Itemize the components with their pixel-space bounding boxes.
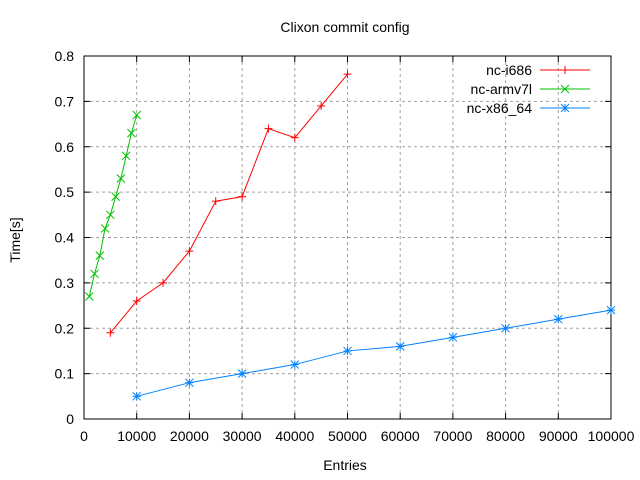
marker-stroke xyxy=(395,342,405,351)
data-point xyxy=(84,292,94,301)
data-point xyxy=(553,314,563,324)
data-point xyxy=(290,360,300,369)
y-tick-label: 0 xyxy=(66,411,74,427)
data-point xyxy=(106,328,115,337)
marker-stroke xyxy=(90,269,99,279)
data-point xyxy=(132,391,142,401)
data-point xyxy=(116,174,126,183)
legend: nc-i686 nc-armv7l nc-x86_64 xyxy=(467,62,590,116)
marker-stroke xyxy=(116,174,126,183)
data-point xyxy=(395,342,405,351)
data-point xyxy=(606,305,616,315)
marker-stroke xyxy=(553,314,563,324)
marker-stroke xyxy=(127,128,136,138)
marker-stroke xyxy=(343,346,352,356)
x-tick-label: 50000 xyxy=(328,428,367,444)
x-tick-label: 80000 xyxy=(486,428,525,444)
series-nc-x86_64 xyxy=(132,305,616,401)
y-tick-label: 0.5 xyxy=(55,184,75,200)
marker-stroke xyxy=(121,151,131,161)
legend-label: nc-x86_64 xyxy=(467,100,533,116)
plot-border xyxy=(83,55,612,420)
marker-stroke xyxy=(290,360,300,369)
data-point xyxy=(317,101,326,110)
y-tick-label: 0.3 xyxy=(55,275,75,291)
data-point xyxy=(343,346,352,356)
chart-title: Clixon commit config xyxy=(280,19,409,35)
marker-stroke xyxy=(606,305,616,315)
y-tick-label: 0.7 xyxy=(55,93,75,109)
data-point xyxy=(95,251,105,261)
marker-stroke xyxy=(560,103,570,113)
data-point xyxy=(237,369,247,378)
x-axis-label: Entries xyxy=(323,457,367,473)
data-point xyxy=(185,247,194,256)
marker-stroke xyxy=(237,369,247,378)
y-tick-label: 0.4 xyxy=(55,230,75,246)
y-tick-label: 0.2 xyxy=(55,320,75,336)
marker-stroke xyxy=(105,210,115,220)
marker-stroke xyxy=(84,292,94,301)
legend-label: nc-i686 xyxy=(486,62,532,78)
marker-stroke xyxy=(560,84,570,94)
x-tick-label: 100000 xyxy=(588,428,635,444)
data-point xyxy=(127,128,136,138)
data-point xyxy=(132,110,142,120)
axes: 0 10000 20000 30000 40000 50000 60000 70000 8000… xyxy=(55,48,635,444)
series-nc-armv7l xyxy=(84,110,142,301)
x-tick-label: 20000 xyxy=(170,428,209,444)
marker-stroke xyxy=(132,391,142,401)
y-tick-label: 0.8 xyxy=(55,48,75,64)
x-tick-label: 30000 xyxy=(223,428,262,444)
data-point xyxy=(211,197,220,206)
data-point xyxy=(501,323,510,333)
data-point xyxy=(560,103,570,113)
grid xyxy=(84,56,611,419)
x-tick-label: 60000 xyxy=(381,428,420,444)
marker-stroke xyxy=(100,224,110,233)
data-point xyxy=(343,70,352,79)
y-tick-label: 0.1 xyxy=(55,366,75,382)
series-group xyxy=(84,70,616,401)
data-point xyxy=(121,151,131,161)
x-tick-label: 0 xyxy=(80,428,88,444)
marker-stroke xyxy=(111,192,120,202)
data-point xyxy=(290,133,299,142)
legend-label: nc-armv7l xyxy=(471,81,532,97)
data-point xyxy=(105,210,115,220)
data-point xyxy=(100,224,110,233)
series-line xyxy=(109,73,348,334)
x-tick-label: 40000 xyxy=(275,428,314,444)
data-point xyxy=(560,84,570,94)
data-point xyxy=(159,278,168,287)
data-point xyxy=(448,332,458,342)
marker-stroke xyxy=(501,323,510,333)
data-point xyxy=(90,269,99,279)
y-axis-label: Time[s] xyxy=(7,217,23,262)
data-point xyxy=(185,378,194,388)
data-point xyxy=(264,124,273,133)
data-point xyxy=(238,192,247,201)
series-nc-i686 xyxy=(106,70,352,337)
data-point xyxy=(561,66,569,74)
marker-stroke xyxy=(132,110,142,120)
x-tick-label: 90000 xyxy=(539,428,578,444)
marker-stroke xyxy=(95,251,105,261)
data-point xyxy=(111,192,120,202)
series-line xyxy=(88,114,138,297)
marker-stroke xyxy=(448,332,458,342)
x-tick-label: 10000 xyxy=(117,428,156,444)
y-tick-label: 0.6 xyxy=(55,139,75,155)
series-line xyxy=(136,309,612,397)
x-tick-label: 70000 xyxy=(433,428,472,444)
data-point xyxy=(132,297,141,306)
marker-stroke xyxy=(185,378,194,388)
